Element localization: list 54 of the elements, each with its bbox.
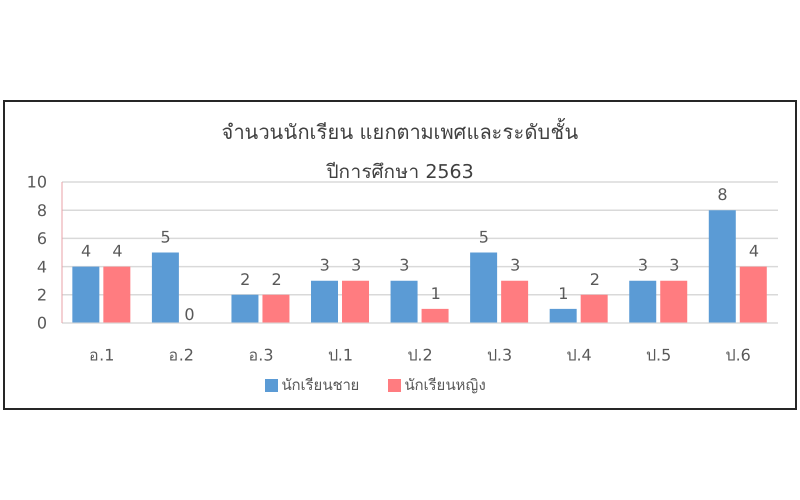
data-label: 2 <box>272 270 282 289</box>
x-tick-label: อ.3 <box>248 345 274 364</box>
bar <box>262 294 290 323</box>
bar <box>422 308 449 323</box>
data-label: 1 <box>430 284 441 303</box>
x-tick-label: ป.1 <box>328 345 354 364</box>
data-label: 2 <box>240 270 250 289</box>
x-tick-label: ป.6 <box>726 345 751 364</box>
x-tick-label: อ.2 <box>168 345 194 364</box>
y-tick-label: 2 <box>36 285 47 304</box>
data-label: 0 <box>184 305 195 324</box>
chart-title: จำนวนนักเรียน แยกตามเพศและระดับชั้น <box>220 116 580 146</box>
bar <box>342 280 370 323</box>
data-label: 4 <box>748 242 760 261</box>
x-tick-label: ป.3 <box>486 345 512 364</box>
y-tick-label: 10 <box>26 172 47 192</box>
bar <box>629 280 656 323</box>
data-label: 8 <box>717 185 728 204</box>
data-label: 4 <box>80 242 92 261</box>
bar <box>390 280 418 323</box>
data-label: 1 <box>558 284 568 303</box>
y-tick-label: 6 <box>36 229 47 248</box>
bar <box>740 266 767 323</box>
bar <box>470 252 498 323</box>
x-tick-label: ป.2 <box>407 345 433 364</box>
y-tick-label: 4 <box>36 257 47 276</box>
data-label: 3 <box>399 256 410 275</box>
x-tick-label: ป.4 <box>566 345 592 364</box>
bar <box>580 294 608 323</box>
x-tick-label: ป.5 <box>646 345 672 364</box>
y-tick-label: 0 <box>36 314 47 333</box>
bar <box>660 280 688 323</box>
data-label: 3 <box>510 256 520 275</box>
legend-label: นักเรียนหญิง <box>404 376 486 394</box>
x-tick-label: อ.1 <box>89 345 114 364</box>
data-label: 5 <box>478 228 489 246</box>
data-label: 3 <box>320 256 330 275</box>
data-label: 3 <box>351 256 362 275</box>
bar <box>152 252 179 323</box>
bar <box>231 294 258 323</box>
bar <box>708 210 736 323</box>
data-label: 4 <box>112 242 123 261</box>
bar <box>550 308 577 323</box>
chart-subtitle: ปีการศึกษา 2563 <box>326 161 474 183</box>
data-label: 3 <box>638 256 648 275</box>
y-tick-label: 8 <box>36 200 47 220</box>
data-label: 3 <box>669 256 680 275</box>
data-label: 2 <box>590 270 600 289</box>
bar <box>501 280 528 323</box>
bar <box>311 280 338 323</box>
legend-label: นักเรียนชาย <box>282 376 360 394</box>
data-label: 5 <box>160 228 171 246</box>
bar <box>72 266 100 323</box>
bar <box>103 266 130 323</box>
